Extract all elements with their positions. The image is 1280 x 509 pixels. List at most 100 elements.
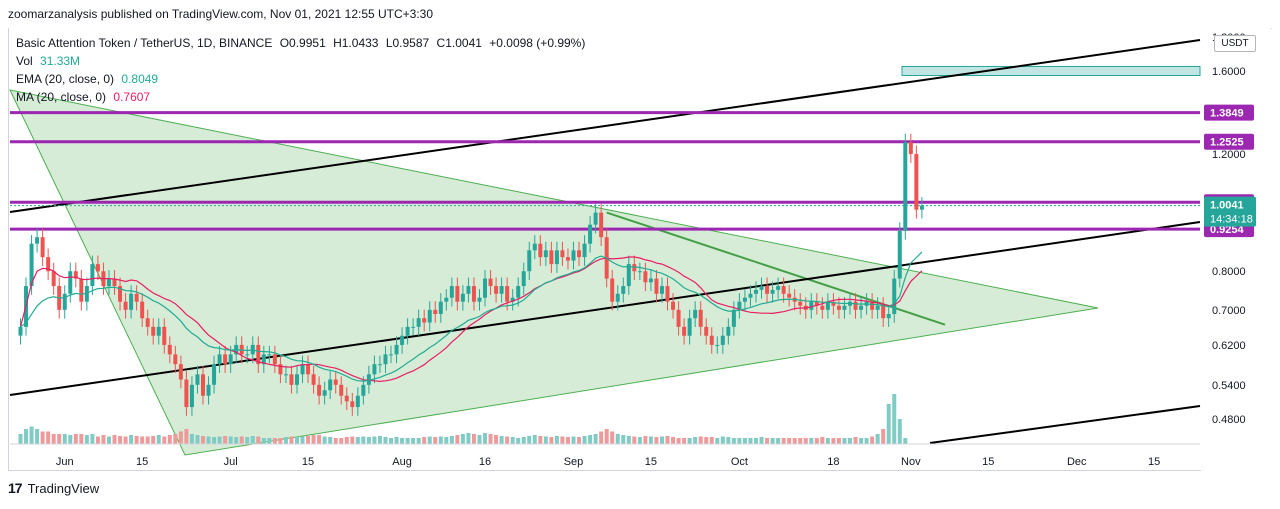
volume-bar (682, 438, 687, 444)
volume-bar (687, 438, 692, 444)
candle-body (184, 379, 189, 408)
volume-bar (228, 436, 233, 444)
volume-bar (73, 434, 78, 444)
volume-bar (709, 437, 714, 444)
volume-bar (29, 426, 34, 444)
volume-bar (278, 438, 283, 444)
volume-bar (809, 438, 814, 444)
candle-body (532, 243, 537, 251)
candle-body (62, 293, 67, 310)
volume-bar (820, 437, 825, 444)
candle-body (433, 309, 438, 314)
candle-body (742, 297, 747, 302)
currency-button[interactable]: USDT (1214, 35, 1256, 52)
candle-body (892, 278, 897, 314)
candle-body (859, 305, 864, 310)
candle-body (753, 289, 758, 294)
level-label: 0.9254 (1210, 224, 1245, 236)
candle-body (306, 364, 311, 375)
volume-bar (549, 437, 554, 444)
candle-body (455, 286, 460, 302)
volume-bar (753, 438, 758, 444)
price-tick: 0.7000 (1212, 305, 1246, 317)
volume-bar (46, 431, 51, 444)
volume-bar (24, 429, 29, 444)
volume-bar (483, 433, 488, 444)
price-tick: 0.6200 (1212, 340, 1246, 352)
volume-bar (848, 438, 852, 444)
volume-bar (803, 438, 808, 444)
volume-bar (333, 438, 338, 444)
symbol-name: Basic Attention Token / TetherUS, 1D, BI… (16, 36, 273, 50)
volume-bar (62, 434, 67, 444)
candle-body (272, 354, 277, 365)
candle-body (173, 354, 178, 365)
candle-body (389, 354, 394, 356)
volume-bar (140, 436, 145, 444)
footer-brand[interactable]: 17 TradingView (8, 480, 99, 496)
volume-bar (720, 436, 725, 444)
price-tick: 1.6000 (1212, 66, 1246, 78)
candle-body (394, 344, 399, 355)
volume-bar (521, 437, 526, 444)
volume-bar (494, 435, 499, 444)
candle-body (731, 309, 736, 327)
candle-body (460, 293, 465, 302)
candle-body (709, 335, 714, 345)
candle-body (311, 374, 316, 385)
volume-bar (405, 438, 410, 444)
candle-body (599, 212, 604, 238)
candle-body (73, 271, 78, 279)
candle-body (676, 309, 681, 327)
volume-bar (261, 438, 266, 444)
candle-body (162, 326, 167, 345)
candle-body (350, 401, 355, 408)
volume-bar (400, 438, 405, 444)
candle-body (571, 250, 576, 261)
volume-bar (184, 429, 189, 444)
candle-body (621, 286, 626, 294)
candle-body (195, 374, 200, 385)
ema-line (20, 251, 923, 382)
volume-bar (505, 436, 510, 444)
ema-row[interactable]: EMA (20, close, 0) 0.8049 (16, 70, 585, 88)
volume-bar (881, 429, 886, 444)
volume-bar (759, 437, 764, 444)
volume-bar (195, 435, 200, 444)
candle-body (140, 301, 145, 319)
candle-body (814, 301, 819, 306)
channel-middle (9, 221, 1201, 396)
volume-row[interactable]: Vol 31.33M (16, 52, 585, 70)
ma-row[interactable]: MA (20, close, 0) 0.7607 (16, 88, 585, 106)
candle-body (178, 364, 183, 380)
time-tick: Aug (392, 456, 412, 468)
candle-body (118, 286, 123, 302)
candle-body (521, 271, 526, 287)
volume-bar (295, 437, 299, 444)
volume-bar (599, 431, 604, 444)
candle-body (908, 142, 913, 155)
volume-bar (897, 419, 902, 444)
candle-body (881, 305, 886, 319)
volume-bar (698, 436, 703, 444)
volume-bar (610, 431, 615, 444)
level-label: 1.3849 (1210, 108, 1244, 120)
volume-bar (339, 438, 344, 444)
volume-bar (654, 437, 659, 444)
volume-bar (814, 438, 819, 444)
volume-bar (162, 436, 167, 444)
candle-body (355, 395, 360, 408)
volume-bar (112, 435, 117, 444)
volume-bar (422, 437, 427, 444)
volume-label: Vol (16, 54, 33, 68)
volume-bar (217, 436, 222, 444)
candle-body (770, 289, 775, 294)
candle-body (538, 243, 543, 258)
volume-bar (223, 436, 228, 444)
time-tick: 16 (479, 456, 491, 468)
candle-body (875, 305, 880, 310)
candle-body (112, 278, 117, 287)
candle-body (206, 384, 211, 396)
candle-body (671, 301, 676, 310)
